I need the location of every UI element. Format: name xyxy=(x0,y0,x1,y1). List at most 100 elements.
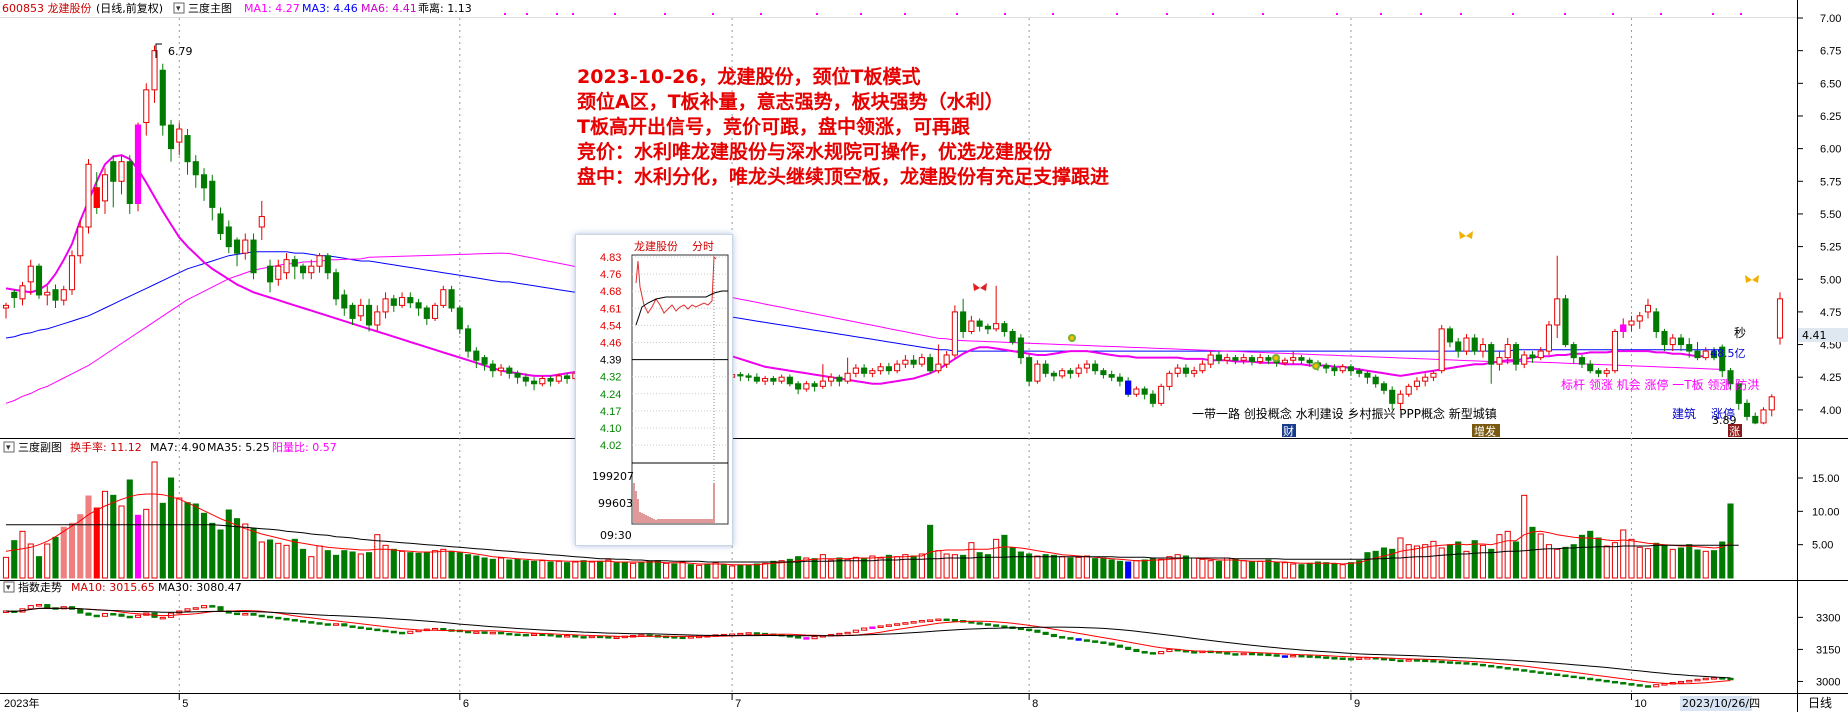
candle-body xyxy=(275,265,282,280)
index-candle xyxy=(1628,683,1635,686)
popup-price-label: 4.10 xyxy=(600,423,621,435)
index-candle xyxy=(299,620,307,623)
index-candle xyxy=(1488,664,1495,668)
candle-body xyxy=(1133,388,1140,395)
candle-body xyxy=(951,311,958,356)
turnover-bar xyxy=(976,552,983,579)
sub-panel-collapse-icon[interactable] xyxy=(3,441,15,453)
turnover-bar xyxy=(1248,561,1255,579)
turnover-bar xyxy=(1562,546,1569,579)
candle-body xyxy=(1356,370,1363,374)
index-candle xyxy=(85,612,92,616)
rise-badge[interactable] xyxy=(1728,424,1742,437)
candle-body xyxy=(1026,357,1033,382)
intraday-popup[interactable]: 龙建股份 分时 4.83 4.76 4.68 4.61 4.54 4.46 4.39 4.32… xyxy=(575,234,733,546)
index-panel-collapse-icon[interactable] xyxy=(3,581,15,593)
turnover-bar xyxy=(209,522,216,579)
panel-collapse-icon[interactable] xyxy=(173,2,185,14)
signal-dot xyxy=(1612,13,1614,15)
candle-body xyxy=(1430,372,1437,378)
candle-body xyxy=(2,304,10,309)
index-candle xyxy=(1694,678,1701,682)
period-label[interactable]: 日线 xyxy=(1808,696,1832,710)
turnover-bar xyxy=(423,551,430,579)
candle-body xyxy=(1182,367,1189,374)
signal-dot xyxy=(664,13,666,15)
turnover-bar xyxy=(35,556,43,579)
turnover-bar xyxy=(1356,560,1363,579)
index-candle xyxy=(35,604,43,607)
popup-price-label: 4.54 xyxy=(600,320,621,332)
index-candle xyxy=(266,615,274,619)
candle-body xyxy=(1174,367,1181,374)
turnover-bar xyxy=(1273,561,1280,579)
candle-body xyxy=(828,376,835,382)
signal-dot xyxy=(760,13,762,15)
turnover-bar xyxy=(299,548,307,579)
price-tick-label: 6.75 xyxy=(1820,46,1841,58)
low-price-label: 3.89 xyxy=(1712,414,1737,427)
index-candle xyxy=(1455,661,1462,665)
index-candle xyxy=(1603,679,1610,683)
index-candle xyxy=(1422,659,1429,663)
index-candle xyxy=(1545,672,1553,675)
turnover-bar xyxy=(1611,542,1619,579)
popup-price-label: 4.02 xyxy=(600,440,621,452)
candle-body xyxy=(1050,372,1057,377)
candle-body xyxy=(481,357,488,365)
seo-badge[interactable] xyxy=(1472,424,1500,437)
index-candle xyxy=(1191,651,1198,654)
financial-badge-label: 财 xyxy=(1283,424,1294,438)
candle-body xyxy=(1075,367,1082,374)
popup-price-label: 4.83 xyxy=(600,252,621,264)
candle-body xyxy=(143,89,150,123)
signal-dot xyxy=(1712,13,1714,15)
signal-dot xyxy=(1262,13,1264,15)
turnover-bar xyxy=(795,556,802,579)
index-candle xyxy=(539,633,546,637)
index-candle xyxy=(1100,641,1107,644)
popup-price-line xyxy=(635,255,717,314)
turnover-bar xyxy=(1298,564,1305,579)
financial-badge[interactable] xyxy=(1282,424,1296,437)
candle-body xyxy=(1240,357,1247,361)
candle-body xyxy=(1405,385,1412,395)
x-tick-label: 7 xyxy=(735,698,741,710)
turnover-bar xyxy=(1537,533,1544,579)
turnover-bar xyxy=(539,560,546,579)
turnover-bar xyxy=(1009,547,1016,579)
candle-body xyxy=(1100,370,1107,376)
turnover-bar xyxy=(382,544,389,579)
turnover-bar xyxy=(473,555,480,579)
candle-body xyxy=(266,265,274,283)
turnover-bar xyxy=(902,554,909,579)
index-candle xyxy=(1116,644,1123,648)
index-candle xyxy=(349,625,356,628)
index-candle xyxy=(984,623,991,626)
candle-body xyxy=(1306,359,1313,364)
index-candle xyxy=(976,622,983,625)
index-candle xyxy=(1108,642,1115,646)
candle-body xyxy=(1636,315,1643,322)
index-tick-label: 3300 xyxy=(1816,612,1840,624)
candle-body xyxy=(68,255,76,291)
signal-dot xyxy=(1380,13,1382,15)
index-candle xyxy=(1644,685,1652,688)
turnover-bar xyxy=(1644,548,1652,579)
high-marker-icon xyxy=(155,43,162,58)
turnover-bar xyxy=(242,523,249,579)
index-candle xyxy=(1587,677,1594,681)
candle-body xyxy=(167,124,175,150)
signal-dot xyxy=(504,13,506,15)
candle-body xyxy=(1141,388,1148,395)
popup-price-label: 4.46 xyxy=(600,338,621,350)
candle-body xyxy=(1108,374,1115,378)
candle-body xyxy=(357,304,364,317)
signal-dot xyxy=(1660,13,1662,15)
date-tag xyxy=(1680,696,1752,711)
candle-body xyxy=(498,367,505,372)
turnover-bar xyxy=(1092,558,1099,579)
candle-body xyxy=(332,272,340,300)
turnover-bar xyxy=(877,557,884,579)
